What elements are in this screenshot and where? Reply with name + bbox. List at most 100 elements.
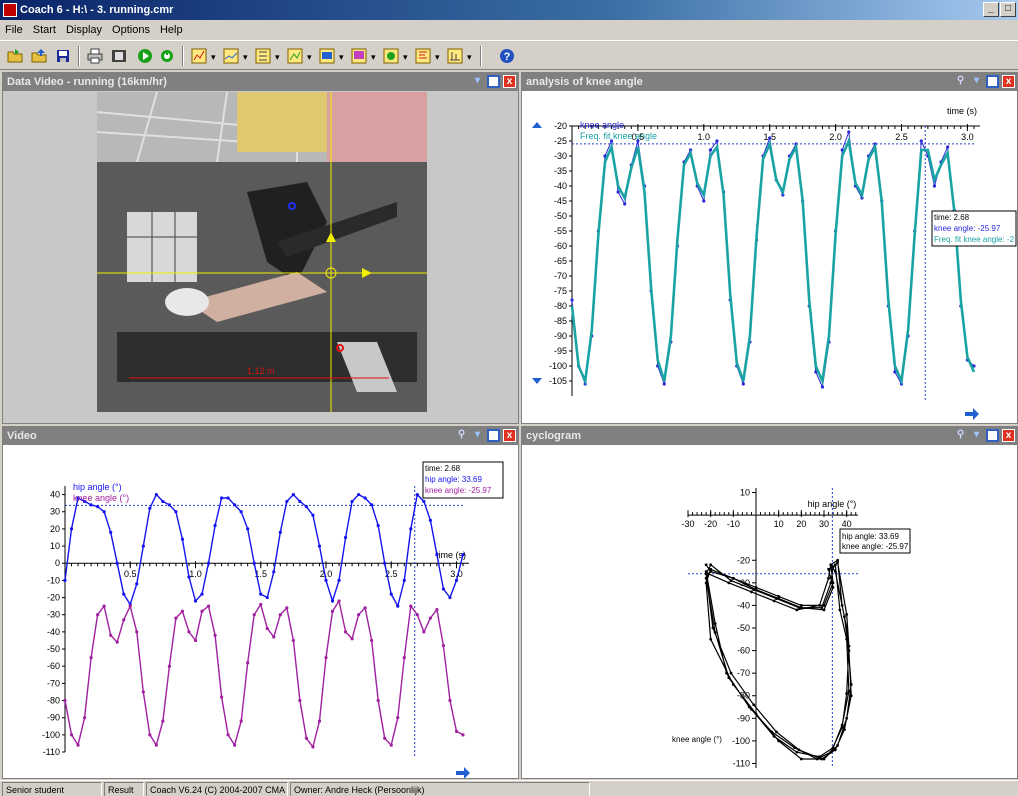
image-icon[interactable]	[348, 45, 370, 67]
scroll-right-icon[interactable]	[965, 408, 979, 420]
data-point	[409, 527, 413, 531]
chevron-down-icon[interactable]: ▾	[307, 52, 312, 62]
y-tick-label: -75	[554, 286, 567, 296]
data-point	[454, 729, 459, 734]
open-activity-icon[interactable]	[28, 45, 50, 67]
play-green-icon[interactable]	[134, 45, 156, 67]
data-point	[831, 585, 835, 589]
chart-icon[interactable]	[188, 45, 210, 67]
data-point	[265, 626, 269, 631]
cyclogram-loop	[705, 559, 852, 760]
y-tick-label: -100	[732, 736, 750, 746]
scroll-down-icon[interactable]	[532, 378, 542, 384]
y-tick-label: -80	[47, 696, 60, 706]
menu-display[interactable]: Display	[65, 23, 103, 36]
data-point	[141, 544, 145, 548]
data-point	[285, 499, 289, 504]
maximize-panel-button[interactable]	[986, 429, 999, 442]
cyclogram-header: cyclogram ⚲ ▾ x	[522, 427, 1017, 445]
svg-text:?: ?	[504, 51, 511, 63]
chevron-down-icon[interactable]: ▾	[211, 52, 216, 62]
data-point	[63, 698, 67, 703]
chevron-down-icon[interactable]: ▾	[435, 52, 440, 62]
cyclogram-tooltip	[839, 528, 911, 554]
window-title: Coach 6 - H:\ - 3. running.cmr	[20, 4, 174, 16]
table-icon[interactable]	[220, 45, 242, 67]
video-tooltip	[422, 461, 504, 499]
data-point	[193, 638, 198, 643]
close-panel-button[interactable]: x	[1002, 75, 1015, 88]
chevron-down-icon[interactable]: ▾	[973, 75, 980, 86]
diagram-icon[interactable]	[252, 45, 274, 67]
data-point	[226, 733, 230, 737]
menu-help[interactable]: Help	[159, 23, 183, 36]
chevron-down-icon[interactable]: ▾	[275, 52, 280, 62]
data-point	[141, 690, 145, 694]
video-chart-title: Video	[7, 430, 37, 442]
open-folder-icon[interactable]	[4, 45, 26, 67]
video-frame[interactable]: 1.12 m	[97, 92, 427, 412]
data-point	[239, 719, 243, 723]
video-icon[interactable]	[316, 45, 338, 67]
data-point	[89, 656, 93, 660]
knee-chart[interactable]: -20 -25 -30 -35 -40 -45 -50 -55 -60 -65 -70 -75 -80 -…	[522, 92, 1017, 424]
data-point	[831, 746, 835, 750]
data-point	[200, 609, 204, 613]
data-point	[435, 553, 439, 557]
chevron-down-icon[interactable]: ▾	[474, 75, 481, 86]
help-icon[interactable]: ?	[496, 45, 518, 67]
meter-icon[interactable]	[380, 45, 402, 67]
zoom-icon[interactable]: ⚲	[956, 75, 965, 86]
chevron-down-icon[interactable]: ▾	[371, 52, 376, 62]
data-point	[840, 725, 844, 729]
data-point	[69, 733, 74, 737]
x-tick-label: 20	[796, 519, 806, 529]
data-point	[259, 602, 263, 607]
data-point	[370, 638, 374, 643]
menu-options[interactable]: Options	[112, 23, 150, 36]
data-point	[603, 154, 607, 158]
menu-start[interactable]: Start	[32, 23, 56, 36]
close-panel-button[interactable]: x	[503, 429, 516, 442]
print-icon[interactable]	[84, 45, 106, 67]
chevron-down-icon[interactable]: ▾	[973, 429, 980, 440]
chevron-down-icon[interactable]: ▾	[403, 52, 408, 62]
close-panel-button[interactable]: x	[1002, 429, 1015, 442]
zoom-icon[interactable]: ⚲	[457, 429, 466, 440]
minimize-button[interactable]: _	[983, 2, 999, 17]
data-point	[148, 506, 152, 510]
scroll-right-icon[interactable]	[456, 767, 470, 779]
tool-icon[interactable]	[444, 45, 466, 67]
toolbar-separator	[182, 46, 184, 66]
program-icon[interactable]	[412, 45, 434, 67]
data-point	[370, 503, 374, 507]
save-icon[interactable]	[52, 45, 74, 67]
data-point	[836, 558, 839, 562]
text-icon[interactable]	[284, 45, 306, 67]
data-point	[750, 590, 753, 594]
data-point	[845, 637, 849, 641]
data-point	[252, 613, 256, 617]
data-point	[725, 671, 728, 675]
maximize-button[interactable]: □	[1000, 2, 1016, 17]
maximize-panel-button[interactable]	[487, 75, 500, 88]
menu-file[interactable]: File	[5, 23, 23, 36]
chevron-down-icon[interactable]: ▾	[474, 429, 481, 440]
data-point	[291, 638, 295, 643]
video-frame-image: 1.12 m	[97, 92, 427, 412]
chevron-down-icon[interactable]: ▾	[243, 52, 248, 62]
scroll-up-icon[interactable]	[532, 122, 542, 128]
stop-green-icon[interactable]	[156, 45, 178, 67]
film-icon[interactable]	[108, 45, 130, 67]
chevron-down-icon[interactable]: ▾	[339, 52, 344, 62]
cyclogram-chart[interactable]: -30 -20 -10 10 20 30 4010-20-30-40-50-60-70-80…	[522, 446, 1017, 779]
knee-analysis-panel: analysis of knee angle ⚲ ▾ x -20 -25 -30 -3…	[521, 72, 1018, 424]
data-point	[727, 581, 731, 585]
maximize-panel-button[interactable]	[487, 429, 500, 442]
y-tick-label: -60	[47, 661, 60, 671]
zoom-icon[interactable]: ⚲	[956, 429, 965, 440]
maximize-panel-button[interactable]	[986, 75, 999, 88]
video-chart[interactable]: 40 30 20 10 0 -10 -20 -30 -40 -50 -60 -70 -80 -90 -100…	[3, 446, 518, 779]
chevron-down-icon[interactable]: ▾	[467, 52, 472, 62]
close-panel-button[interactable]: x	[503, 75, 516, 88]
